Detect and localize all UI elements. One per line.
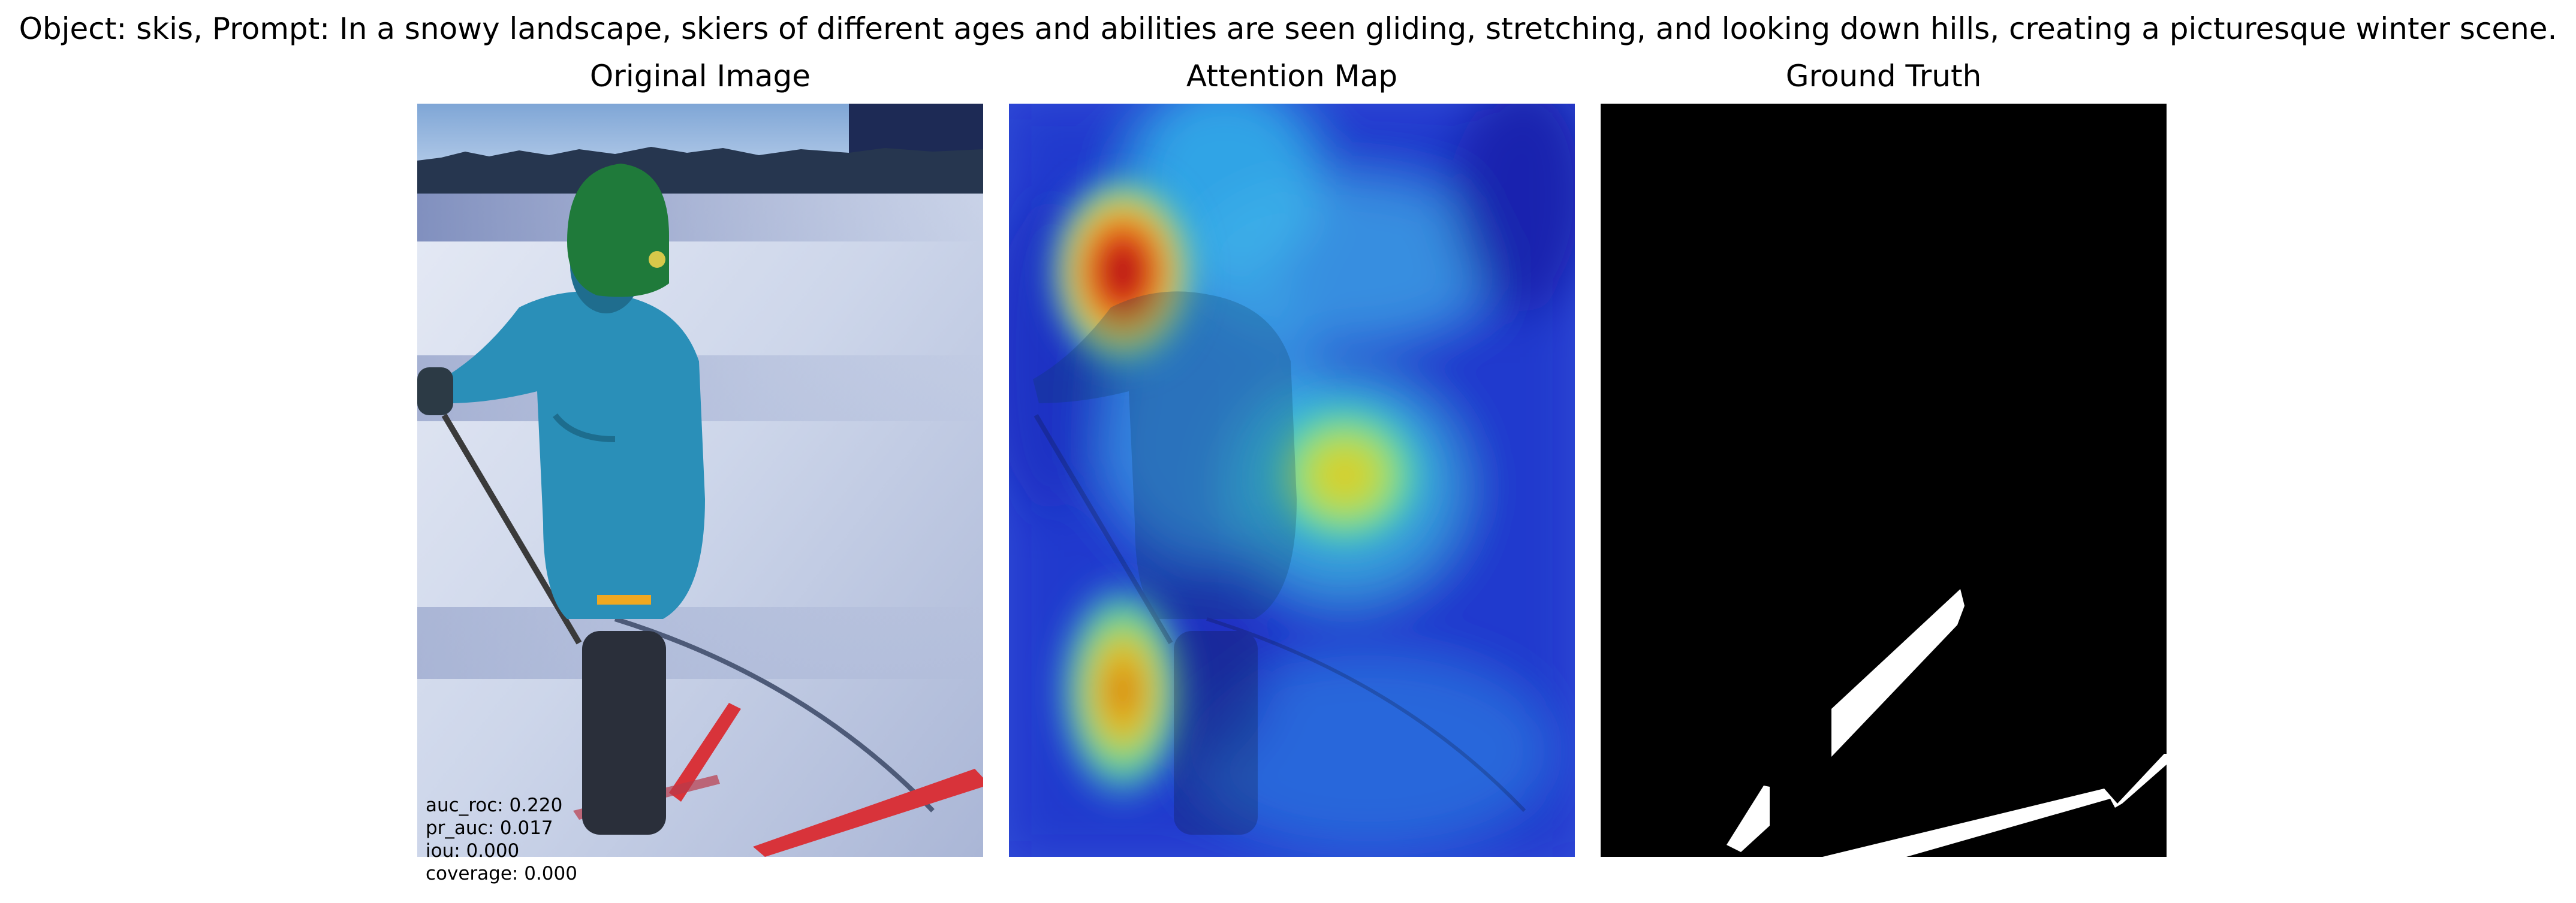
metric-iou: iou: 0.000 [426, 840, 520, 862]
jacket-fold [553, 413, 616, 442]
metric-coverage: coverage: 0.000 [426, 863, 577, 884]
child-mitten [417, 367, 453, 415]
metric-auc-roc: auc_roc: 0.220 [426, 795, 563, 816]
attention-heatmap [1009, 104, 1575, 857]
tree-line [417, 147, 983, 194]
figure-suptitle: Object: skis, Prompt: In a snowy landsca… [19, 11, 2557, 46]
ground-truth-panel [1601, 104, 2167, 857]
mask-ski-upper [1831, 589, 1965, 757]
ski-pole [441, 413, 582, 645]
attention-map-panel [1009, 104, 1575, 857]
original-photo [417, 104, 983, 857]
peak-snow-region [1255, 391, 1435, 559]
peak-head-region [1045, 170, 1201, 373]
ski-right [753, 769, 983, 857]
long-shadow-1 [417, 194, 983, 241]
metric-pr-auc: pr_auc: 0.017 [426, 817, 553, 839]
attention-map-title: Attention Map [1186, 59, 1398, 93]
ski-left [669, 703, 741, 802]
original-image-title: Original Image [589, 59, 811, 93]
strap [597, 595, 651, 605]
child-hat [567, 164, 669, 297]
ground-truth-mask [1601, 104, 2167, 857]
original-image-panel [417, 104, 983, 857]
child-jacket [441, 291, 705, 619]
long-shadow-3 [417, 607, 983, 679]
child-legs [582, 631, 666, 835]
peak-lower-left [1051, 571, 1195, 811]
heatmap-peaks [1045, 170, 1435, 811]
mask-background [1601, 104, 2167, 857]
photo-underlay [1033, 291, 1526, 835]
metrics-readout: auc_roc: 0.220 pr_auc: 0.017 iou: 0.000 … [426, 794, 577, 885]
ground-truth-title: Ground Truth [1785, 59, 1982, 93]
ski-pole-2 [614, 617, 935, 813]
hat-detail [649, 251, 665, 268]
mask-ski-lower-left [1727, 786, 1770, 852]
